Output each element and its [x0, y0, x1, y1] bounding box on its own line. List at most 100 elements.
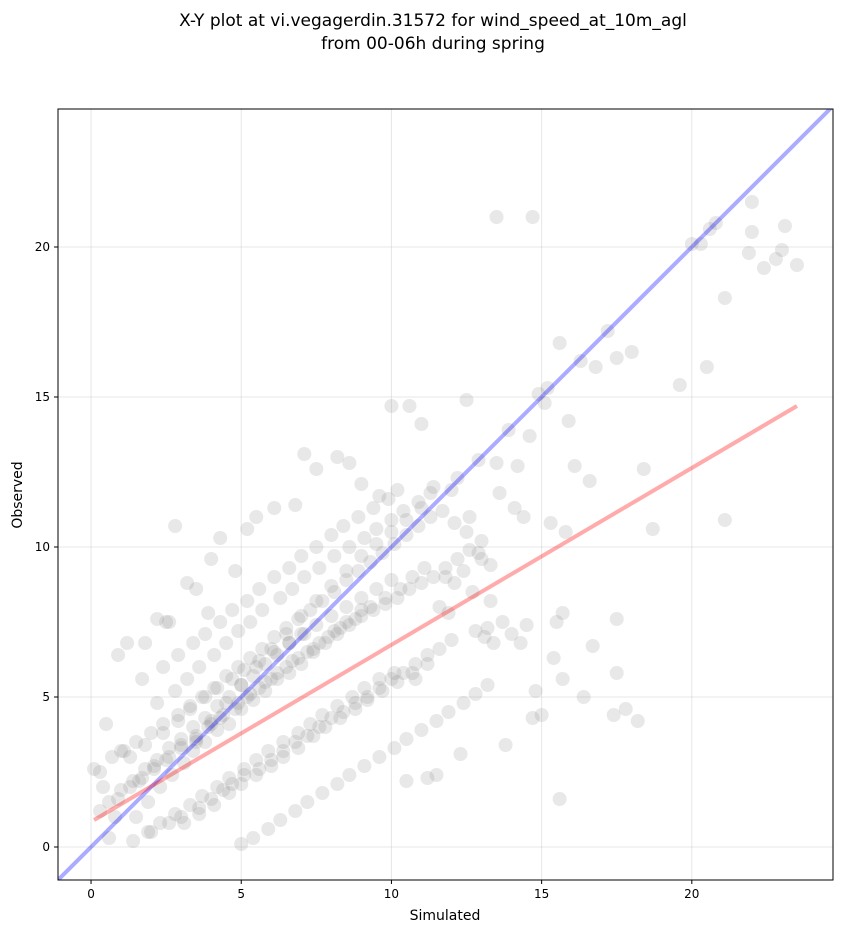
data-point: [198, 735, 213, 749]
data-point: [195, 789, 210, 803]
data-point: [474, 552, 489, 566]
data-point: [411, 519, 426, 533]
data-point: [234, 777, 249, 791]
data-point: [276, 744, 291, 758]
data-point: [609, 351, 624, 365]
data-point: [399, 513, 414, 527]
data-point: [399, 774, 414, 788]
data-point: [327, 585, 342, 599]
data-point: [201, 606, 216, 620]
data-point: [537, 396, 552, 410]
data-point: [279, 660, 294, 674]
data-point: [204, 717, 219, 731]
data-point: [126, 774, 141, 788]
data-point: [156, 660, 171, 674]
data-point: [225, 672, 240, 686]
data-point: [372, 672, 387, 686]
data-point: [255, 642, 270, 656]
data-point: [201, 720, 216, 734]
data-point: [264, 759, 279, 773]
data-point: [258, 684, 273, 698]
data-point: [384, 672, 399, 686]
data-point: [342, 768, 357, 782]
data-point: [189, 582, 204, 596]
data-point: [447, 516, 462, 530]
data-point: [123, 750, 138, 764]
data-point: [168, 519, 183, 533]
data-point: [171, 714, 186, 728]
data-point: [519, 618, 534, 632]
data-point: [426, 480, 441, 494]
data-point: [384, 513, 399, 527]
data-point: [465, 585, 480, 599]
data-point: [441, 606, 456, 620]
data-point: [588, 360, 603, 374]
data-point: [126, 834, 141, 848]
data-point: [291, 726, 306, 740]
data-point: [702, 222, 717, 236]
data-point: [321, 630, 336, 644]
data-point: [198, 627, 213, 641]
data-point: [387, 537, 402, 551]
data-point: [585, 639, 600, 653]
data-point: [231, 660, 246, 674]
data-point: [192, 801, 207, 815]
data-point: [354, 603, 369, 617]
data-point: [324, 579, 339, 593]
data-point: [246, 669, 261, 683]
data-point: [192, 807, 207, 821]
data-point: [294, 627, 309, 641]
data-point: [351, 510, 366, 524]
data-point: [507, 501, 522, 515]
data-point: [474, 534, 489, 548]
data-point: [309, 618, 324, 632]
data-point: [600, 324, 615, 338]
data-point: [312, 720, 327, 734]
data-point: [426, 570, 441, 584]
data-point: [225, 603, 240, 617]
data-point: [159, 753, 174, 767]
data-point: [462, 543, 477, 557]
data-point: [144, 825, 159, 839]
data-point: [315, 786, 330, 800]
data-point: [672, 378, 687, 392]
data-point: [432, 642, 447, 656]
data-point: [282, 636, 297, 650]
data-point: [324, 711, 339, 725]
data-point: [216, 783, 231, 797]
data-point: [153, 780, 168, 794]
data-point: [192, 660, 207, 674]
data-point: [273, 813, 288, 827]
data-point: [378, 591, 393, 605]
data-point: [375, 546, 390, 560]
data-point: [348, 696, 363, 710]
data-point: [261, 822, 276, 836]
data-point: [171, 708, 186, 722]
data-point: [207, 681, 222, 695]
data-point: [390, 675, 405, 689]
data-point: [483, 558, 498, 572]
data-point: [135, 771, 150, 785]
data-point: [282, 636, 297, 650]
data-point: [525, 711, 540, 725]
data-point: [246, 693, 261, 707]
data-point: [480, 621, 495, 635]
scatter-points: [87, 195, 804, 851]
data-point: [372, 489, 387, 503]
data-point: [141, 795, 156, 809]
data-point: [222, 690, 237, 704]
data-point: [210, 699, 225, 713]
data-point: [237, 663, 252, 677]
data-point: [273, 591, 288, 605]
data-point: [441, 705, 456, 719]
data-point: [444, 633, 459, 647]
data-point: [582, 474, 597, 488]
data-point: [390, 483, 405, 497]
data-point: [252, 762, 267, 776]
data-point: [360, 690, 375, 704]
data-point: [213, 711, 228, 725]
data-point: [378, 597, 393, 611]
data-point: [573, 354, 588, 368]
data-point: [456, 564, 471, 578]
data-point: [267, 570, 282, 584]
